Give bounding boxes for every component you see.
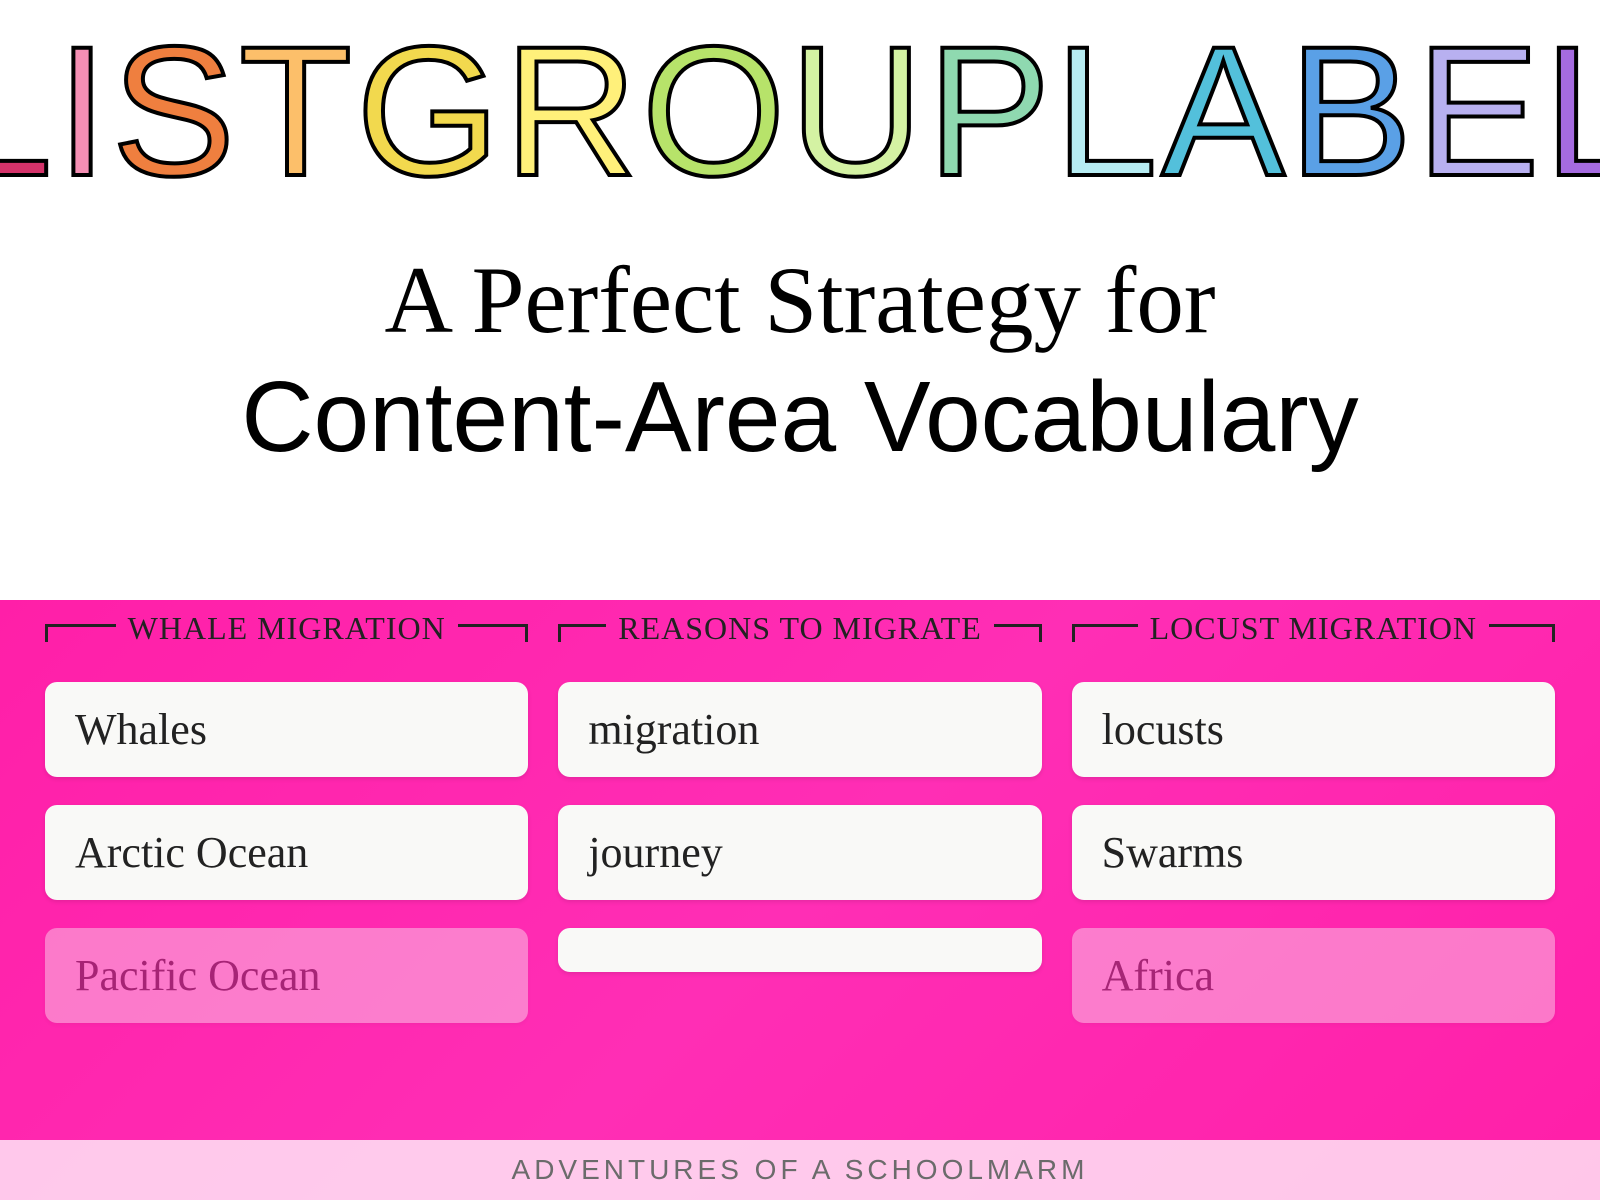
title-letter: B <box>1289 20 1416 205</box>
subtitle-line1: A Perfect Strategy for <box>0 245 1600 355</box>
group-header: REASONS TO MIGRATE <box>558 620 1041 657</box>
title-letter: G <box>356 20 504 205</box>
vocab-card: Swarms <box>1072 805 1555 900</box>
title-letter: E <box>1416 20 1543 205</box>
vocabulary-board: WHALE MIGRATION Whales Arctic Ocean Pacific… <box>0 600 1600 1200</box>
group-label: REASONS TO MIGRATE <box>606 610 994 647</box>
group-header: LOCUST MIGRATION <box>1072 620 1555 657</box>
vocab-card: Whales <box>45 682 528 777</box>
vocab-card: migration <box>558 682 1041 777</box>
vocab-group: WHALE MIGRATION Whales Arctic Ocean Pacific… <box>45 620 528 1200</box>
vocab-card: Africa <box>1072 928 1555 1023</box>
title-letter: L <box>0 20 56 205</box>
vocab-card: journey <box>558 805 1041 900</box>
footer-attribution: ADVENTURES OF A SCHOOLMARM <box>0 1140 1600 1200</box>
vocab-card: Arctic Ocean <box>45 805 528 900</box>
title-letter: O <box>642 20 790 205</box>
title-letter: S <box>112 20 239 205</box>
vocab-card: Pacific Ocean <box>45 928 528 1023</box>
subtitle-line2: Content-Area Vocabulary <box>0 360 1600 475</box>
title-letter: P <box>927 20 1054 205</box>
title-letter: A <box>1161 20 1288 205</box>
title-letter: U <box>790 20 928 205</box>
vocab-group: REASONS TO MIGRATE migration journey <box>558 620 1041 1200</box>
title-letter: T <box>239 20 356 205</box>
title-letter: R <box>504 20 642 205</box>
title-letter: I <box>56 20 111 205</box>
title-letter: L <box>1055 20 1162 205</box>
vocab-card: locusts <box>1072 682 1555 777</box>
vocab-group: LOCUST MIGRATION locusts Swarms Africa <box>1072 620 1555 1200</box>
title-letter: L <box>1544 20 1600 205</box>
group-label: WHALE MIGRATION <box>116 610 458 647</box>
vocab-card <box>558 928 1041 972</box>
subtitle: A Perfect Strategy for Content-Area Voca… <box>0 245 1600 475</box>
group-label: LOCUST MIGRATION <box>1138 610 1489 647</box>
group-header: WHALE MIGRATION <box>45 620 528 657</box>
rainbow-title: LISTGROUPLABEL <box>0 0 1600 205</box>
